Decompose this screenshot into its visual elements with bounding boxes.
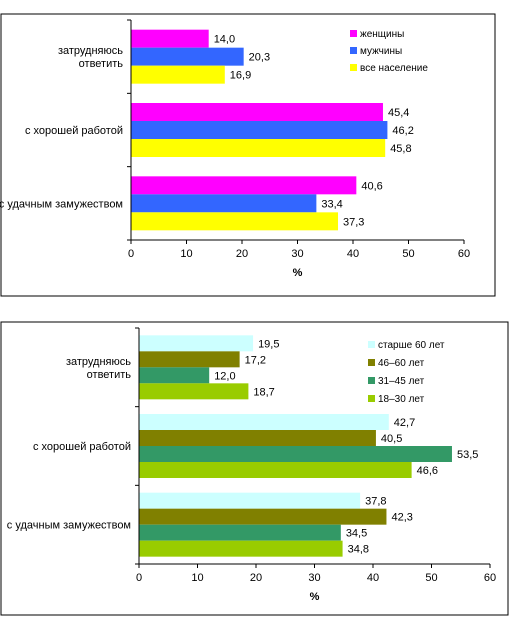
- chart-age: 19,5 17,2 12,0 18,7 затрудняюсь ответить 42,7 4…: [0, 310, 511, 624]
- c0-x-tick-label: 50: [402, 248, 414, 260]
- c1-x-tick-label: 0: [136, 572, 142, 584]
- c0-category-label: с хорошей работой: [25, 125, 123, 137]
- c1-legend-swatch: [368, 377, 375, 384]
- c1-x-tick-label: 50: [425, 572, 437, 584]
- c0-category-label: затрудняюсь: [58, 45, 123, 57]
- c1-bar: [139, 508, 387, 525]
- c0-bar: [131, 29, 209, 48]
- c0-bar: [131, 139, 386, 157]
- c1-legend-swatch: [368, 395, 375, 402]
- c1-x-axis-title: %: [310, 591, 320, 603]
- c1-x-tick-label: 30: [308, 572, 320, 584]
- c0-x-tick-label: 0: [128, 248, 134, 260]
- c1-data-label: 46,6: [417, 465, 438, 477]
- c0-data-label: 45,8: [390, 143, 411, 155]
- c1-x-tick-label: 60: [484, 572, 496, 584]
- c0-data-label: 46,2: [392, 125, 413, 137]
- c1-bar: [139, 383, 249, 400]
- c0-legend-swatch: [350, 47, 357, 54]
- c1-legend-swatch: [368, 341, 375, 348]
- c0-bar: [131, 65, 225, 84]
- c1-x-tick-label: 20: [250, 572, 262, 584]
- c1-data-label: 34,5: [346, 528, 367, 540]
- c1-data-label: 17,2: [245, 354, 266, 366]
- c1-legend-label: старше 60 лет: [378, 340, 445, 351]
- c0-x-axis-title: %: [293, 267, 303, 279]
- c0-legend-label: женщины: [360, 29, 404, 40]
- c0-x-tick-label: 20: [236, 248, 248, 260]
- c0-data-label: 16,9: [230, 70, 251, 82]
- c0-data-label: 40,6: [361, 180, 382, 192]
- c1-bar: [139, 524, 341, 541]
- c1-bar: [139, 462, 412, 478]
- c1-bar: [139, 367, 210, 384]
- c0-x-tick-label: 30: [291, 248, 303, 260]
- c0-bar: [131, 194, 317, 213]
- c1-data-label: 12,0: [214, 370, 235, 382]
- c0-x-tick-label: 10: [180, 248, 192, 260]
- c1-category-label: с удачным замужеством: [7, 520, 131, 532]
- c1-category-label: с хорошей работой: [33, 441, 131, 453]
- c0-bar: [131, 212, 339, 231]
- c1-legend-label: 31–45 лет: [378, 376, 425, 387]
- c1-bar: [139, 540, 343, 557]
- c0-x-tick-label: 40: [347, 248, 359, 260]
- c1-data-label: 40,5: [381, 433, 402, 445]
- c0-bar: [131, 47, 244, 66]
- c1-data-label: 37,8: [365, 496, 386, 508]
- c0-legend-swatch: [350, 30, 357, 37]
- c1-bar: [139, 351, 240, 368]
- c0-category-label: ответить: [79, 58, 124, 70]
- c1-bar: [139, 430, 376, 446]
- c1-data-label: 42,7: [394, 417, 415, 429]
- chart-gender: 14,0 20,3 16,9 затрудняюсь ответить 45,4 46,2 4…: [0, 0, 511, 305]
- c1-legend-label: 18–30 лет: [378, 394, 425, 405]
- c1-bar: [139, 446, 452, 462]
- c1-legend-label: 46–60 лет: [378, 358, 425, 369]
- c1-bar: [139, 414, 389, 430]
- c1-data-label: 34,8: [348, 544, 369, 556]
- c1-x-tick-label: 40: [367, 572, 379, 584]
- c0-x-tick-label: 60: [458, 248, 470, 260]
- c1-data-label: 19,5: [258, 338, 279, 350]
- c0-bar: [131, 176, 357, 195]
- c1-bar: [139, 335, 254, 352]
- c1-x-tick-label: 10: [191, 572, 203, 584]
- c1-category-label: ответить: [87, 369, 132, 381]
- c1-data-label: 42,3: [391, 512, 412, 524]
- c0-legend-swatch: [350, 64, 357, 71]
- c1-category-label: затрудняюсь: [66, 356, 131, 368]
- c1-data-label: 53,5: [457, 449, 478, 461]
- c0-data-label: 45,4: [388, 107, 409, 119]
- c0-data-label: 14,0: [214, 34, 235, 46]
- c0-legend-label: все население: [360, 63, 428, 74]
- c0-legend-label: мужчины: [360, 46, 402, 57]
- c0-category-label: с удачным замужеством: [0, 198, 123, 210]
- c0-data-label: 33,4: [321, 198, 342, 210]
- c0-data-label: 20,3: [249, 52, 270, 64]
- c0-bar: [131, 103, 383, 121]
- c1-legend-swatch: [368, 359, 375, 366]
- c1-data-label: 18,7: [253, 386, 274, 398]
- c1-bar: [139, 492, 361, 509]
- c0-data-label: 37,3: [343, 216, 364, 228]
- c0-bar: [131, 121, 388, 139]
